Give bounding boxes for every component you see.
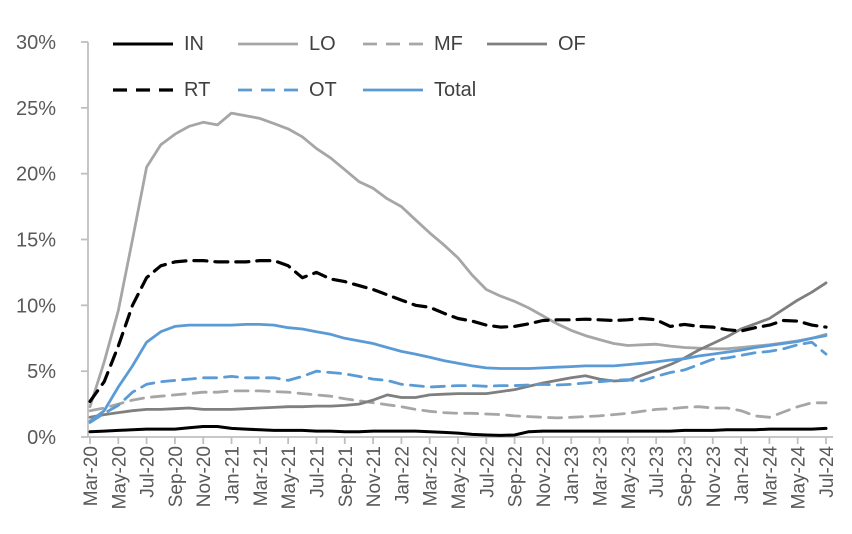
x-axis-label-Nov-23: Nov-23 xyxy=(704,446,725,507)
series-line-IN xyxy=(88,425,828,437)
x-axis-label-Mar-21: Mar-21 xyxy=(251,446,272,506)
y-axis-label-30%: 30% xyxy=(16,32,56,54)
x-axis-label-May-24: May-24 xyxy=(789,446,810,510)
x-axis-label-Jul-24: Jul-24 xyxy=(817,446,838,498)
series-line-OT xyxy=(88,340,828,424)
x-axis-label-Nov-21: Nov-21 xyxy=(364,446,385,507)
x-axis-label-Jan-21: Jan-21 xyxy=(223,446,244,504)
x-axis-label-Jan-24: Jan-24 xyxy=(732,446,753,505)
x-axis-label-May-22: May-22 xyxy=(449,446,470,509)
x-axis-label-Jul-21: Jul-21 xyxy=(307,446,328,498)
x-axis-label-Sep-21: Sep-21 xyxy=(336,446,357,507)
x-axis-label-Mar-24: Mar-24 xyxy=(760,446,781,507)
series-line-MF xyxy=(88,389,828,420)
x-axis-label-Jan-22: Jan-22 xyxy=(392,446,413,504)
x-axis-label-May-23: May-23 xyxy=(619,446,640,509)
x-axis-label-Mar-22: Mar-22 xyxy=(421,446,442,506)
series-line-OF xyxy=(88,281,828,419)
x-axis-label-Jan-23: Jan-23 xyxy=(562,446,583,504)
x-axis-label-Jul-23: Jul-23 xyxy=(647,446,668,498)
y-axis-label-10%: 10% xyxy=(16,295,56,317)
x-axis-label-Mar-20: Mar-20 xyxy=(81,446,102,506)
x-axis-label-May-20: May-20 xyxy=(109,446,130,509)
y-axis-label-20%: 20% xyxy=(16,164,56,186)
x-axis-label-Jul-22: Jul-22 xyxy=(477,446,498,498)
y-axis-label-0%: 0% xyxy=(27,427,56,449)
x-axis-label-May-21: May-21 xyxy=(279,446,300,509)
x-axis-label-Nov-20: Nov-20 xyxy=(194,446,215,507)
x-axis-label-Jul-20: Jul-20 xyxy=(138,446,159,498)
x-axis-label-Sep-20: Sep-20 xyxy=(166,446,187,507)
y-axis-label-5%: 5% xyxy=(27,361,56,383)
y-axis-label-15%: 15% xyxy=(16,230,56,252)
series-line-RT xyxy=(88,259,828,403)
x-axis-label-Mar-23: Mar-23 xyxy=(591,446,612,506)
x-axis-label-Nov-22: Nov-22 xyxy=(534,446,555,507)
series-line-Total xyxy=(88,322,828,423)
x-axis-label-Sep-23: Sep-23 xyxy=(675,446,696,507)
x-axis-label-Sep-22: Sep-22 xyxy=(506,446,527,507)
y-axis-label-25%: 25% xyxy=(16,98,56,120)
